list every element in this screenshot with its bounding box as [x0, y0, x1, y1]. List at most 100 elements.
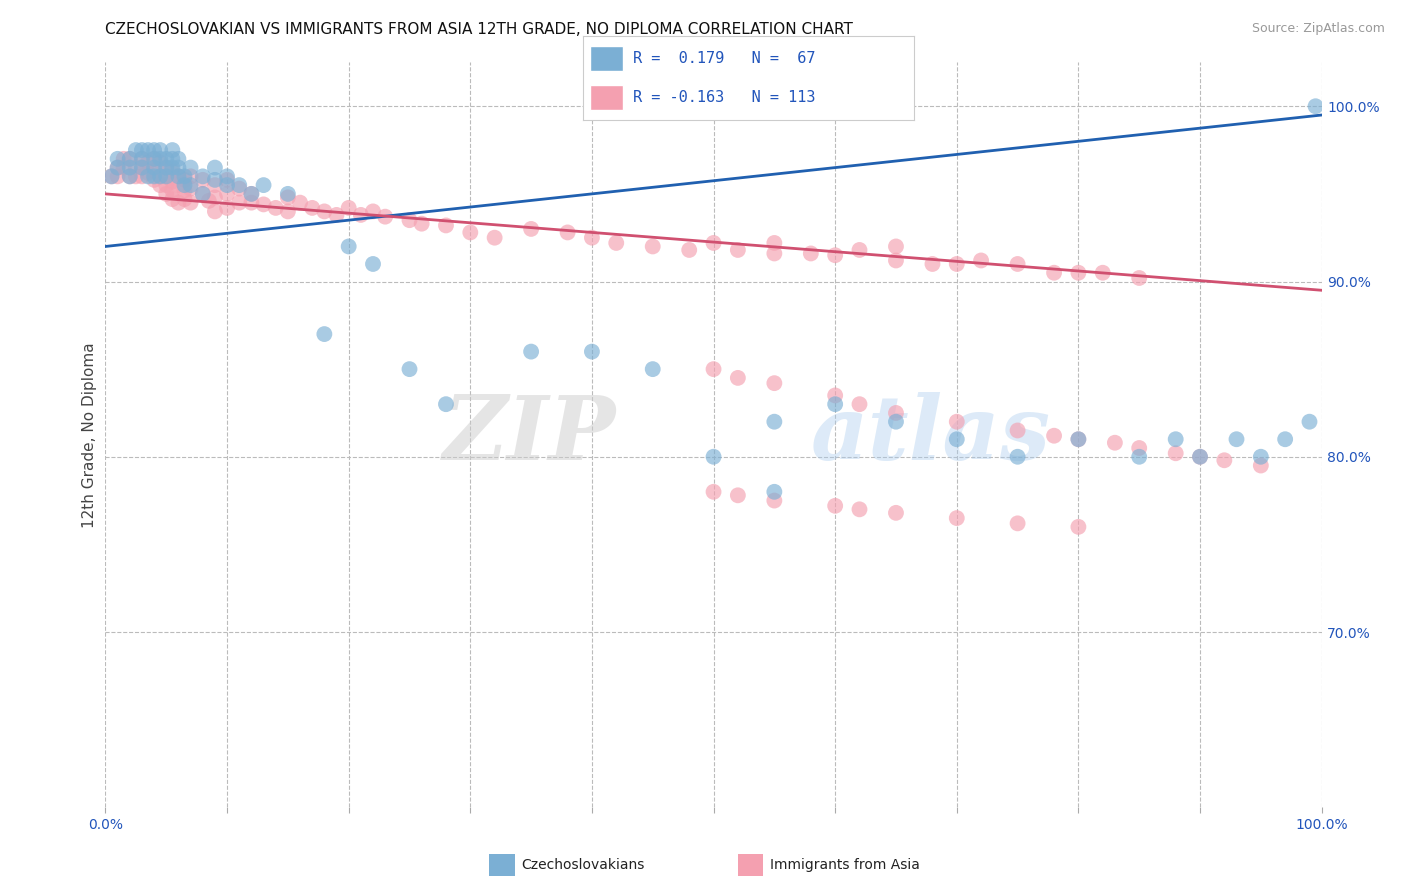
- Point: [1104, 435, 1126, 450]
- Point: [240, 186, 263, 201]
- Point: [763, 484, 786, 499]
- Point: [204, 161, 226, 175]
- Point: [641, 239, 664, 253]
- Point: [1007, 257, 1029, 271]
- Point: [149, 152, 172, 166]
- Text: R =  0.179   N =  67: R = 0.179 N = 67: [633, 51, 815, 66]
- Point: [1250, 458, 1272, 473]
- Point: [1043, 266, 1066, 280]
- Point: [143, 164, 166, 178]
- Point: [155, 169, 177, 184]
- Point: [884, 239, 907, 253]
- Point: [301, 201, 323, 215]
- Point: [112, 161, 135, 175]
- Point: [581, 230, 603, 244]
- Text: Source: ZipAtlas.com: Source: ZipAtlas.com: [1251, 22, 1385, 36]
- Point: [337, 201, 360, 215]
- Point: [277, 186, 299, 201]
- Point: [350, 208, 373, 222]
- Point: [167, 169, 190, 184]
- Point: [945, 415, 967, 429]
- Point: [824, 388, 846, 402]
- Point: [727, 371, 749, 385]
- Point: [945, 257, 967, 271]
- Point: [1189, 450, 1212, 464]
- Bar: [591, 85, 623, 111]
- Point: [143, 152, 166, 166]
- Point: [824, 397, 846, 411]
- Point: [520, 344, 543, 359]
- Point: [921, 257, 943, 271]
- Point: [1213, 453, 1236, 467]
- Point: [149, 169, 172, 184]
- Point: [434, 219, 457, 233]
- Point: [100, 169, 122, 184]
- Point: [167, 161, 190, 175]
- Point: [277, 204, 299, 219]
- Point: [149, 169, 172, 184]
- Point: [173, 178, 195, 193]
- Point: [945, 511, 967, 525]
- Point: [520, 222, 543, 236]
- Point: [107, 152, 129, 166]
- Point: [484, 230, 506, 244]
- Point: [702, 362, 725, 376]
- Point: [361, 204, 384, 219]
- Point: [131, 161, 153, 175]
- Point: [678, 243, 700, 257]
- Bar: [591, 45, 623, 71]
- Text: Immigrants from Asia: Immigrants from Asia: [770, 858, 921, 871]
- Point: [131, 169, 153, 184]
- Point: [155, 161, 177, 175]
- Point: [136, 169, 159, 184]
- Point: [107, 169, 129, 184]
- Point: [702, 484, 725, 499]
- Text: ZIP: ZIP: [443, 392, 616, 478]
- Point: [1067, 432, 1090, 446]
- Point: [240, 186, 263, 201]
- Point: [118, 161, 141, 175]
- Point: [970, 253, 993, 268]
- Point: [118, 169, 141, 184]
- Point: [204, 190, 226, 204]
- Point: [112, 152, 135, 166]
- Point: [240, 195, 263, 210]
- Point: [107, 161, 129, 175]
- Point: [458, 226, 481, 240]
- Point: [143, 169, 166, 184]
- Point: [191, 186, 214, 201]
- Point: [252, 178, 274, 193]
- Point: [118, 169, 141, 184]
- Point: [118, 152, 141, 166]
- Point: [337, 239, 360, 253]
- Point: [1128, 450, 1150, 464]
- Point: [143, 152, 166, 166]
- Point: [162, 143, 184, 157]
- Point: [162, 192, 184, 206]
- Point: [434, 397, 457, 411]
- Point: [143, 173, 166, 187]
- Point: [848, 397, 870, 411]
- Point: [162, 161, 184, 175]
- Point: [217, 178, 239, 193]
- Point: [149, 155, 172, 169]
- Point: [1305, 99, 1327, 113]
- Point: [264, 201, 287, 215]
- Point: [763, 493, 786, 508]
- Point: [702, 235, 725, 250]
- Point: [191, 173, 214, 187]
- Point: [162, 175, 184, 189]
- Point: [131, 143, 153, 157]
- Text: atlas: atlas: [811, 392, 1050, 478]
- Point: [884, 253, 907, 268]
- Point: [162, 152, 184, 166]
- Point: [131, 152, 153, 166]
- Point: [107, 161, 129, 175]
- Point: [252, 197, 274, 211]
- Point: [180, 178, 202, 193]
- Point: [180, 181, 202, 195]
- Text: Czechoslovakians: Czechoslovakians: [522, 858, 645, 871]
- Point: [884, 506, 907, 520]
- Point: [125, 143, 148, 157]
- Point: [727, 243, 749, 257]
